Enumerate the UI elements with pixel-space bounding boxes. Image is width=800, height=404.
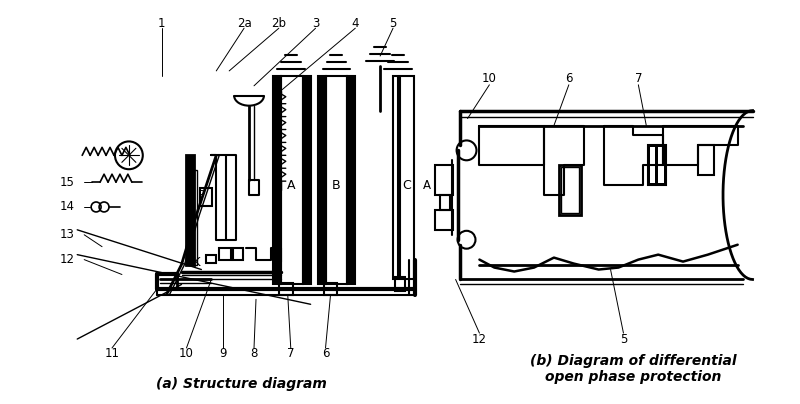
- Bar: [186, 155, 194, 265]
- Text: 12: 12: [60, 253, 75, 266]
- Bar: [194, 170, 198, 265]
- Bar: [650, 147, 655, 183]
- Bar: [658, 147, 664, 183]
- Bar: [393, 76, 398, 280]
- Bar: [648, 145, 666, 185]
- Bar: [279, 284, 293, 295]
- Text: 1: 1: [158, 17, 166, 30]
- Text: 12: 12: [472, 332, 487, 345]
- Text: 13: 13: [60, 228, 74, 241]
- Text: 6: 6: [565, 72, 573, 85]
- Text: A: A: [286, 179, 295, 191]
- Text: (a) Structure diagram: (a) Structure diagram: [156, 377, 326, 391]
- Text: 2b: 2b: [271, 17, 286, 30]
- Text: 8: 8: [250, 347, 258, 360]
- Text: 2a: 2a: [237, 17, 251, 30]
- Text: 10: 10: [482, 72, 497, 85]
- Bar: [561, 167, 578, 213]
- Bar: [698, 145, 714, 175]
- Bar: [400, 76, 414, 280]
- Text: 5: 5: [620, 332, 627, 345]
- Text: B: B: [332, 179, 341, 191]
- Text: 15: 15: [60, 176, 74, 189]
- Text: 7: 7: [634, 72, 642, 85]
- Bar: [302, 76, 310, 284]
- Bar: [323, 284, 338, 295]
- Text: P: P: [198, 189, 205, 202]
- Bar: [318, 76, 326, 284]
- Text: 11: 11: [105, 347, 119, 360]
- Bar: [559, 165, 581, 215]
- Text: 9: 9: [219, 347, 227, 360]
- Text: K: K: [193, 256, 200, 269]
- Text: 5: 5: [390, 17, 397, 30]
- Bar: [434, 210, 453, 230]
- Text: 4: 4: [351, 17, 359, 30]
- Bar: [440, 195, 450, 210]
- Text: 7: 7: [287, 347, 294, 360]
- Bar: [281, 76, 302, 284]
- Text: A: A: [423, 179, 431, 191]
- Text: C: C: [402, 179, 411, 191]
- Bar: [326, 76, 347, 284]
- Bar: [219, 248, 231, 260]
- Bar: [200, 188, 212, 206]
- Bar: [233, 248, 243, 260]
- Text: 10: 10: [179, 347, 194, 360]
- Text: (b) Diagram of differential
open phase protection: (b) Diagram of differential open phase p…: [530, 354, 737, 384]
- Text: 6: 6: [322, 347, 330, 360]
- Text: 14: 14: [60, 200, 75, 213]
- Bar: [273, 76, 281, 284]
- Bar: [206, 255, 216, 263]
- Text: 3: 3: [312, 17, 319, 30]
- Bar: [347, 76, 355, 284]
- Bar: [434, 165, 453, 195]
- Bar: [395, 278, 405, 291]
